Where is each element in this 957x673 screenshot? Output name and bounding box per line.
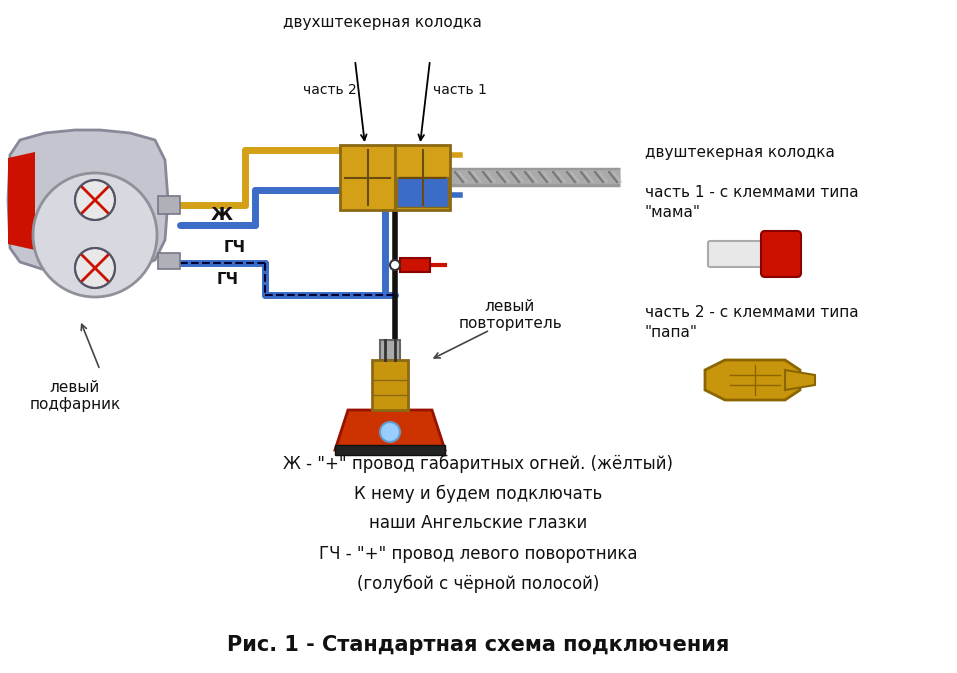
Polygon shape	[8, 130, 168, 275]
Polygon shape	[8, 152, 35, 250]
Text: двухштекерная колодка: двухштекерная колодка	[282, 15, 481, 30]
Bar	[158, 253, 180, 269]
Text: Ж - "+" провод габаритных огней. (жёлтый)
К нему и будем подключать
наши Ангельс: Ж - "+" провод габаритных огней. (жёлтый…	[283, 455, 673, 532]
Bar	[395, 145, 450, 210]
Bar	[380, 340, 400, 360]
Text: часть 2 - с клеммами типа
"папа": часть 2 - с клеммами типа "папа"	[645, 305, 858, 340]
FancyBboxPatch shape	[761, 231, 801, 277]
Text: ГЧ: ГЧ	[217, 273, 239, 287]
Bar	[340, 145, 395, 210]
Text: левый
подфарник: левый подфарник	[30, 380, 121, 413]
Text: левый
повторитель: левый повторитель	[458, 299, 562, 331]
Bar	[397, 177, 448, 207]
Polygon shape	[335, 445, 445, 455]
Polygon shape	[705, 360, 800, 400]
Text: ГЧ - "+" провод левого поворотника
(голубой с чёрной полосой): ГЧ - "+" провод левого поворотника (голу…	[319, 545, 637, 593]
Bar	[372, 360, 408, 410]
Text: часть 1: часть 1	[434, 83, 487, 97]
Text: часть 1 - с клеммами типа
"мама": часть 1 - с клеммами типа "мама"	[645, 185, 858, 220]
Bar	[400, 258, 430, 272]
FancyBboxPatch shape	[708, 241, 777, 267]
Circle shape	[75, 248, 115, 288]
Circle shape	[75, 180, 115, 220]
Text: Рис. 1 - Стандартная схема подключения: Рис. 1 - Стандартная схема подключения	[227, 635, 729, 655]
Text: двуштекерная колодка: двуштекерная колодка	[645, 145, 835, 160]
Circle shape	[380, 422, 400, 442]
Bar	[158, 196, 180, 214]
Polygon shape	[335, 410, 445, 450]
Polygon shape	[785, 370, 815, 390]
Text: Ж: Ж	[211, 206, 234, 224]
Circle shape	[33, 173, 157, 297]
Text: ГЧ: ГЧ	[224, 240, 246, 254]
Circle shape	[390, 260, 400, 270]
Text: часть 2: часть 2	[303, 83, 357, 97]
